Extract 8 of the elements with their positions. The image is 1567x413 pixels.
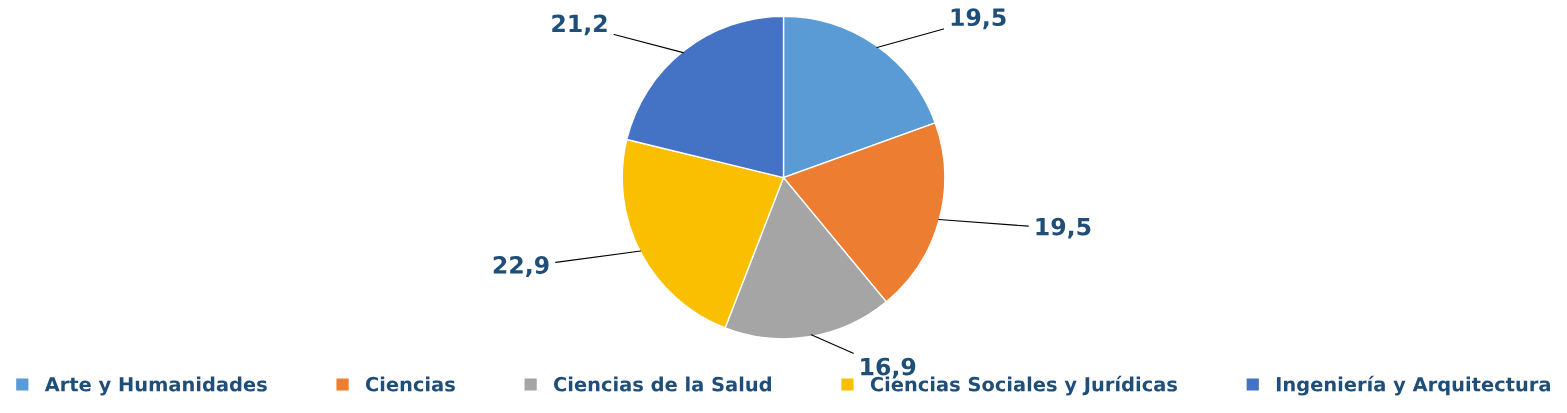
data-label: 21,2: [552, 14, 607, 36]
data-label: 19,5: [951, 8, 1006, 30]
legend-label: Ingeniería y Arquitectura: [1276, 375, 1550, 396]
data-label: 22,9: [493, 256, 549, 277]
legend-label: Arte y Humanidades: [44, 376, 267, 396]
data-label: 19,5: [1036, 217, 1091, 239]
legend-label: Ciencias de la Salud: [553, 376, 771, 392]
legend-label: Ciencias: [365, 376, 455, 392]
